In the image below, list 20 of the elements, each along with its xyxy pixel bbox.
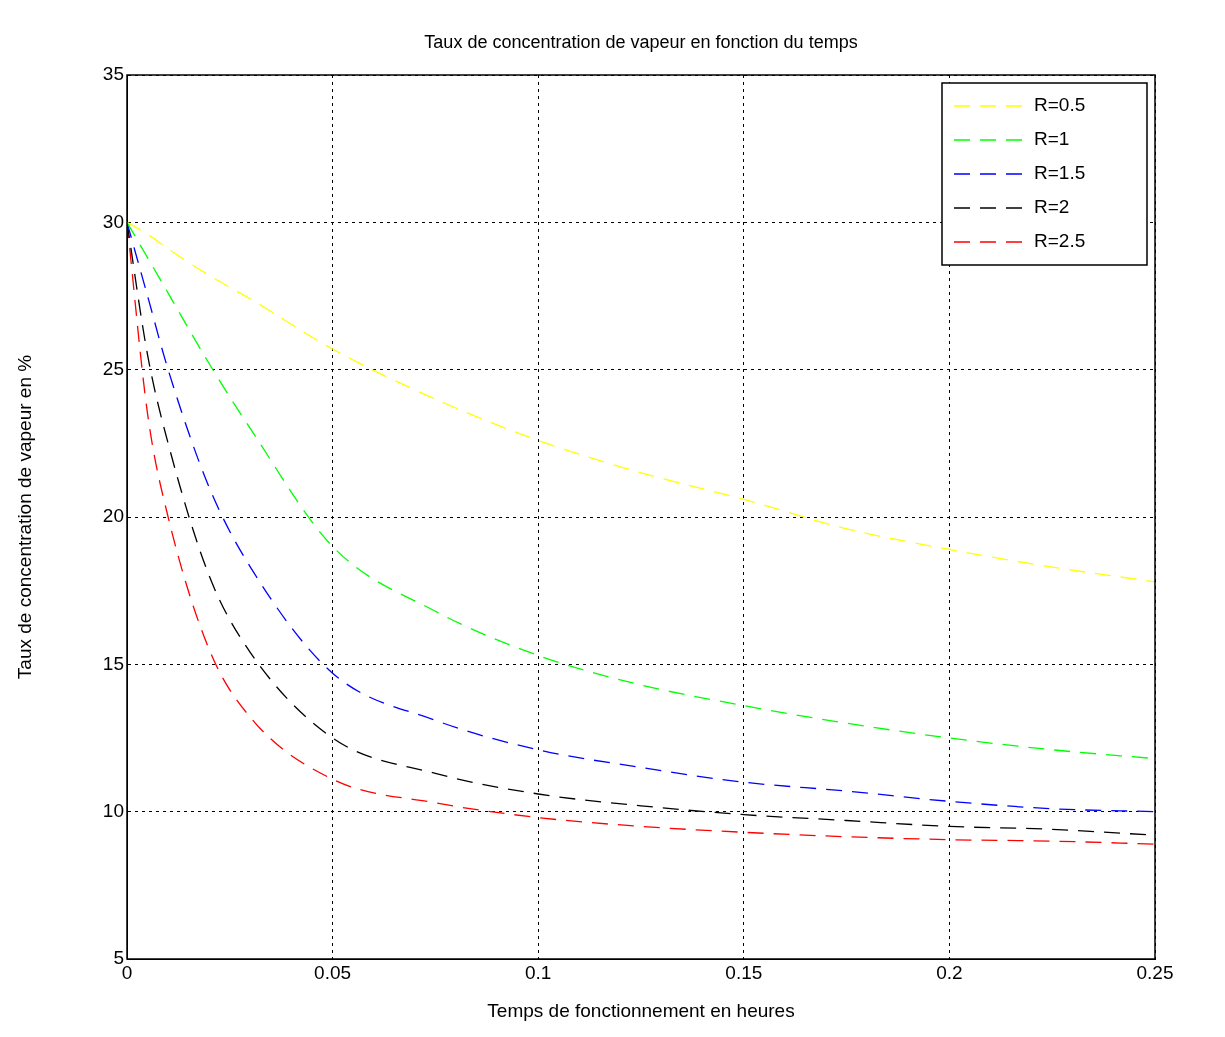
x-tick-label: 0.1: [524, 961, 552, 983]
x-tick-label: 0.05: [314, 961, 352, 983]
x-tick-label: 0.25: [1136, 961, 1174, 983]
y-tick-label: 25: [102, 357, 124, 379]
legend-label: R=1: [1034, 128, 1070, 150]
legend-label: R=1.5: [1034, 162, 1086, 184]
y-tick-label: 35: [102, 63, 124, 85]
y-tick-label: 5: [113, 947, 124, 969]
chart-title: Taux de concentration de vapeur en fonction du temps: [424, 31, 858, 52]
x-axis-title: Temps de fonctionnement en heures: [487, 999, 795, 1021]
legend-label: R=2: [1034, 196, 1070, 218]
legend-label: R=2.5: [1034, 230, 1086, 252]
y-tick-label: 15: [102, 652, 124, 674]
y-axis-title: Taux de concentration de vapeur en %: [13, 354, 35, 680]
x-tick-label: 0.15: [725, 961, 763, 983]
legend-label: R=0.5: [1034, 94, 1086, 116]
x-tick-label: 0.2: [936, 961, 963, 983]
y-tick-label: 20: [102, 505, 124, 527]
y-tick-label: 30: [102, 210, 124, 232]
y-tick-label: 10: [102, 799, 124, 821]
